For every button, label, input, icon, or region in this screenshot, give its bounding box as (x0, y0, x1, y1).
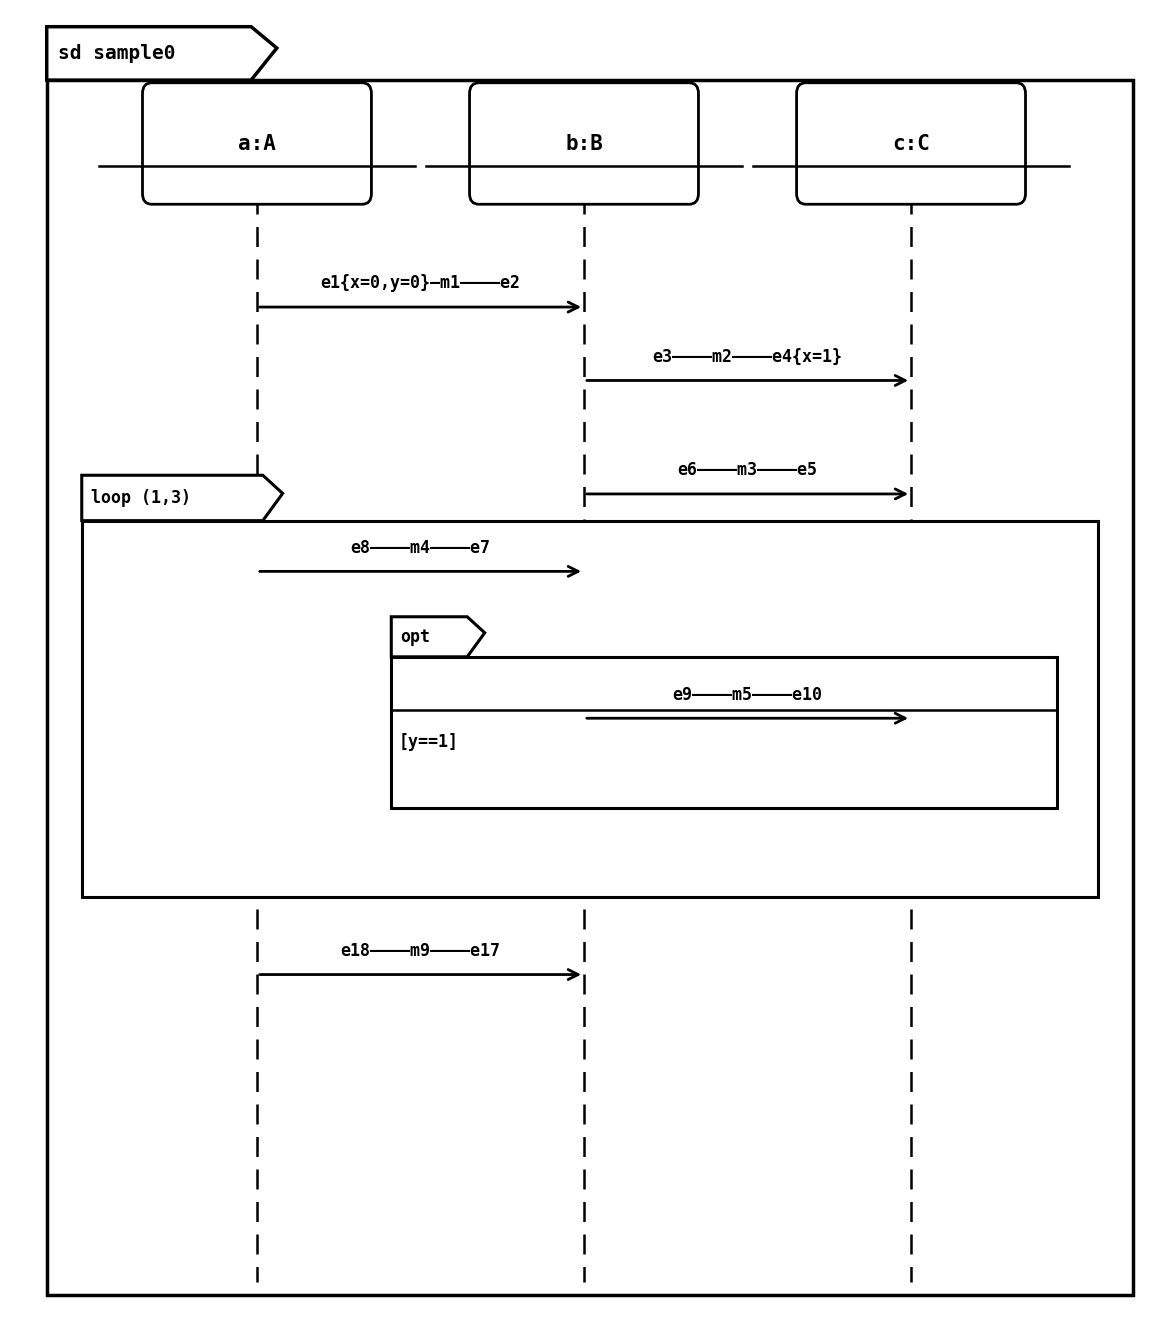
Text: e8————m4————e7: e8————m4————e7 (350, 539, 491, 557)
FancyBboxPatch shape (797, 83, 1026, 204)
Text: c:C: c:C (892, 134, 930, 154)
Polygon shape (47, 27, 277, 80)
Bar (82, 521, 1098, 897)
Text: b:B: b:B (565, 134, 603, 154)
Polygon shape (82, 475, 283, 521)
Text: [y==1]: [y==1] (398, 733, 458, 752)
Text: e18————m9————e17: e18————m9————e17 (341, 943, 500, 960)
Text: sd sample0: sd sample0 (58, 44, 176, 63)
Text: e1{x=0,y=0}—m1————e2: e1{x=0,y=0}—m1————e2 (320, 275, 521, 292)
FancyBboxPatch shape (470, 83, 698, 204)
Text: e3————m2————e4{x=1}: e3————m2————e4{x=1} (653, 348, 842, 366)
Text: a:A: a:A (238, 134, 276, 154)
Bar (391, 657, 1057, 808)
Text: loop (1,3): loop (1,3) (91, 489, 192, 507)
Text: opt: opt (401, 627, 431, 646)
FancyBboxPatch shape (142, 83, 371, 204)
Polygon shape (391, 617, 485, 657)
Text: e9————m5————e10: e9————m5————e10 (673, 686, 822, 704)
Text: e6————m3————e5: e6————m3————e5 (677, 462, 818, 479)
